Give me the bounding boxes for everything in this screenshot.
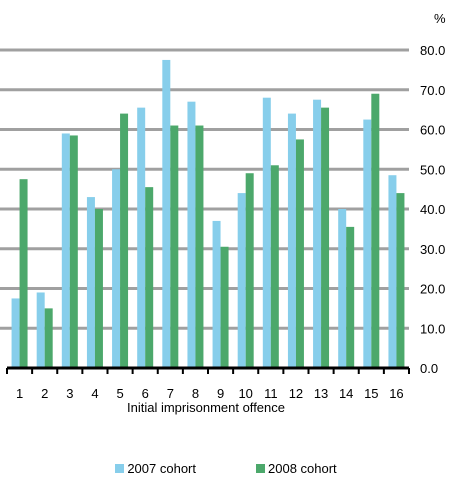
legend-swatch-2008 [256, 464, 265, 473]
y-tick-label: 10.0 [420, 321, 445, 336]
legend-swatch-2007 [115, 464, 125, 473]
bar-2008-6 [145, 187, 154, 368]
bar-2007-1 [11, 298, 20, 368]
bar-2007-11 [262, 97, 271, 368]
bar-2008-5 [120, 113, 129, 368]
x-tick-label: 9 [217, 386, 224, 401]
bar-2007-3 [61, 133, 70, 368]
x-tick-label: 11 [264, 386, 278, 401]
x-tick-label: 4 [91, 386, 98, 401]
legend-item-2008: 2008 cohort [256, 461, 337, 476]
x-tick-label: 12 [289, 386, 303, 401]
legend-item-2007: 2007 cohort [115, 461, 196, 476]
y-tick-labels: 0.0 10.0 20.0 30.0 40.0 50.0 60.0 70.0 80.0 [420, 43, 445, 376]
x-tick-label: 15 [364, 386, 378, 401]
bar-2007-7 [162, 59, 171, 368]
legend-label-2008: 2008 cohort [268, 461, 337, 476]
y-tick-label: 0.0 [420, 361, 438, 376]
bar-2008-15 [371, 93, 380, 368]
bar-2007-16 [388, 175, 397, 368]
bar-2007-8 [187, 101, 196, 369]
bar-2008-11 [270, 165, 279, 368]
bar-2007-9 [212, 220, 221, 368]
bar-2007-4 [86, 197, 95, 368]
bar-2008-1 [19, 179, 28, 368]
x-tick-label: 7 [167, 386, 174, 401]
bar-2008-10 [245, 173, 254, 368]
bar-2008-7 [170, 125, 179, 369]
bar-2008-2 [44, 308, 53, 368]
bar-2008-4 [94, 209, 103, 368]
x-tick-label: 6 [142, 386, 149, 401]
y-tick-label: 80.0 [420, 43, 445, 58]
legend: 2007 cohort 2008 cohort [0, 461, 452, 476]
y-tick-label: 70.0 [420, 83, 445, 98]
y-tick-label: 50.0 [420, 162, 445, 177]
bar-2007-5 [112, 169, 121, 368]
bar-2008-13 [321, 107, 330, 368]
bar-2007-12 [287, 113, 296, 368]
y-tick-label: 40.0 [420, 202, 445, 217]
x-tick-label: 14 [339, 386, 353, 401]
x-tick-label: 1 [16, 386, 23, 401]
bar-2008-3 [69, 135, 78, 368]
y-tick-label: 30.0 [420, 242, 445, 257]
bar-2007-10 [237, 193, 246, 368]
bar-2007-6 [137, 107, 146, 368]
x-tick-labels: 1 2 3 4 5 6 7 8 9 10 11 12 13 14 15 16 [16, 386, 404, 401]
bar-2007-14 [338, 209, 347, 368]
x-tick-label: 13 [314, 386, 328, 401]
x-tick-label: 3 [66, 386, 73, 401]
bar-2007-15 [363, 119, 372, 368]
bar-2008-12 [295, 139, 304, 368]
bar-2008-8 [195, 125, 204, 369]
bar-2007-13 [313, 99, 322, 368]
bar-2007-2 [36, 292, 45, 368]
bar-2008-9 [220, 246, 229, 368]
x-tick-label: 5 [116, 386, 123, 401]
y-tick-label: 60.0 [420, 123, 445, 138]
bars [11, 59, 405, 369]
x-tick-label: 8 [192, 386, 199, 401]
x-tick-label: 16 [389, 386, 403, 401]
x-axis-title: Initial imprisonment offence [127, 400, 285, 415]
bar-2008-14 [346, 226, 355, 368]
y-tick-label: 20.0 [420, 282, 445, 297]
x-tick-label: 2 [41, 386, 48, 401]
x-tick-label: 10 [238, 386, 252, 401]
x-axis [6, 366, 410, 374]
legend-label-2007: 2007 cohort [127, 461, 196, 476]
bar-2008-16 [396, 193, 405, 368]
y-axis-unit: % [434, 11, 446, 26]
